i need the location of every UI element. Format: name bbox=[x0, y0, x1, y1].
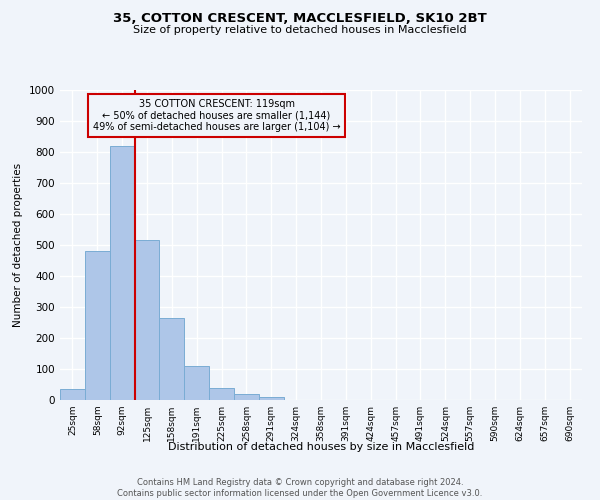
Bar bbox=[134, 240, 160, 400]
Bar bbox=[209, 388, 234, 400]
Bar bbox=[110, 146, 134, 400]
Bar bbox=[60, 389, 85, 400]
Bar bbox=[234, 394, 259, 400]
Text: Size of property relative to detached houses in Macclesfield: Size of property relative to detached ho… bbox=[133, 25, 467, 35]
Text: Distribution of detached houses by size in Macclesfield: Distribution of detached houses by size … bbox=[168, 442, 474, 452]
Y-axis label: Number of detached properties: Number of detached properties bbox=[13, 163, 23, 327]
Text: 35, COTTON CRESCENT, MACCLESFIELD, SK10 2BT: 35, COTTON CRESCENT, MACCLESFIELD, SK10 … bbox=[113, 12, 487, 26]
Bar bbox=[160, 318, 184, 400]
Text: Contains HM Land Registry data © Crown copyright and database right 2024.
Contai: Contains HM Land Registry data © Crown c… bbox=[118, 478, 482, 498]
Bar bbox=[85, 251, 110, 400]
Bar bbox=[184, 366, 209, 400]
Text: 35 COTTON CRESCENT: 119sqm
← 50% of detached houses are smaller (1,144)
49% of s: 35 COTTON CRESCENT: 119sqm ← 50% of deta… bbox=[93, 100, 340, 132]
Bar bbox=[259, 397, 284, 400]
